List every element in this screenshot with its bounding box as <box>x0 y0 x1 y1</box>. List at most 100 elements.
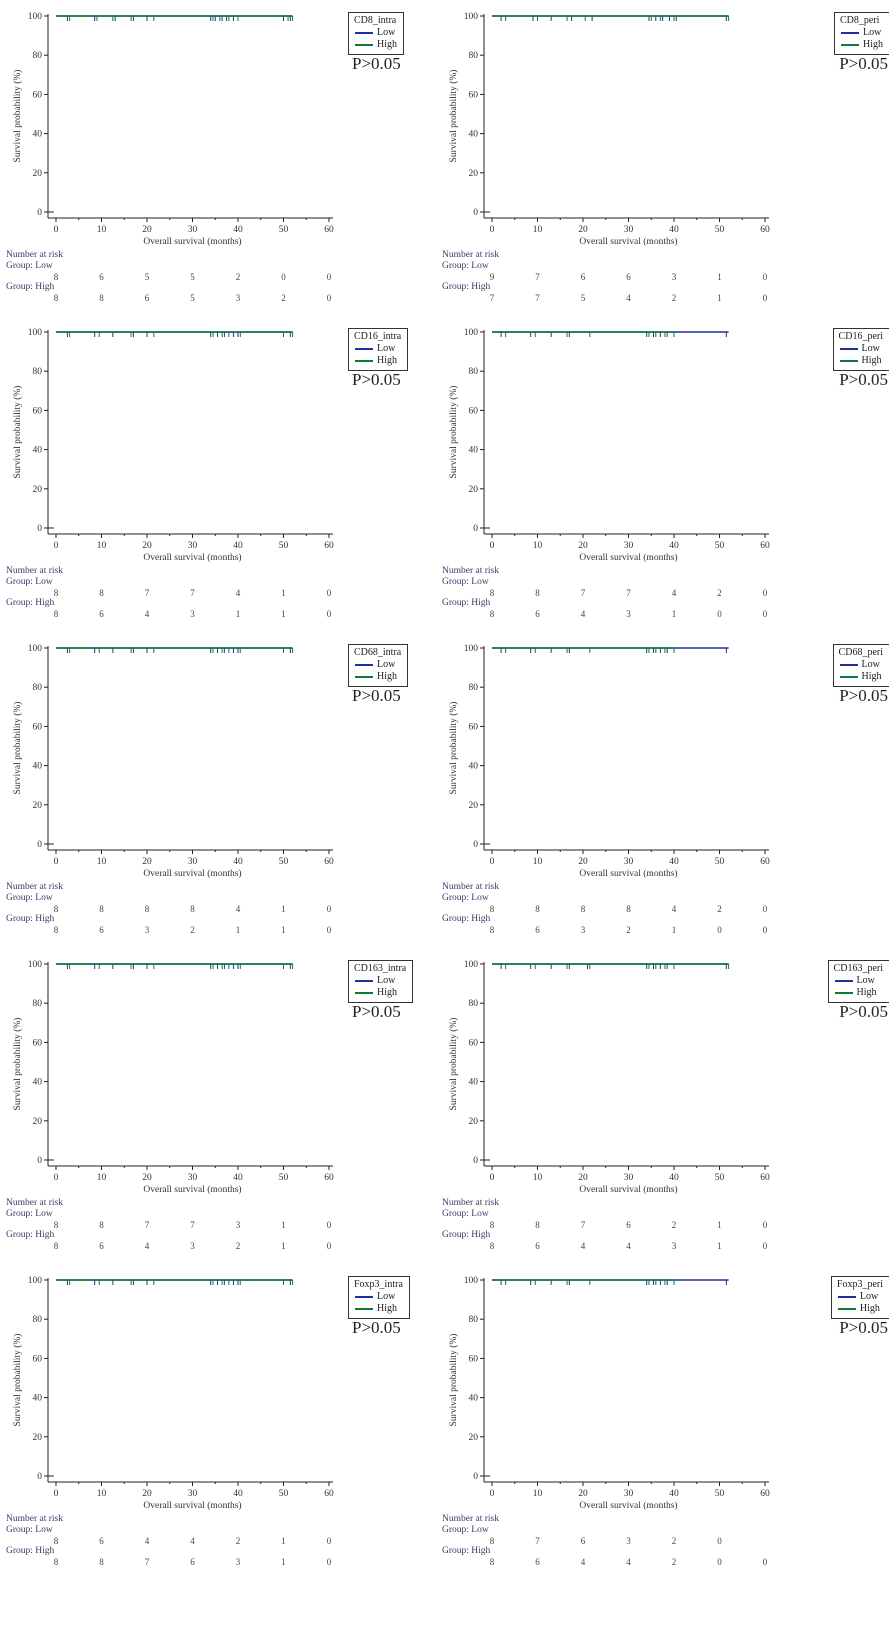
legend-label: Low <box>861 659 880 670</box>
risk-count-high: 1 <box>281 1557 286 1567</box>
y-tick-label: 100 <box>28 644 43 654</box>
legend-entry-high: High <box>834 987 883 999</box>
risk-count-low: 8 <box>54 1220 59 1230</box>
risk-count-low: 2 <box>717 588 722 598</box>
legend-label: Low <box>377 975 396 986</box>
risk-count-high: 7 <box>535 293 540 303</box>
risk-count-high: 4 <box>626 1241 631 1251</box>
x-tick-label: 10 <box>97 225 107 235</box>
risk-group-low-label: Group: Low <box>442 1209 489 1219</box>
x-tick-label: 10 <box>533 541 543 551</box>
x-tick-label: 50 <box>279 857 289 867</box>
risk-count-high: 3 <box>190 1241 195 1251</box>
legend-swatch <box>839 359 858 362</box>
x-tick-label: 20 <box>578 225 588 235</box>
legend-swatch <box>355 1295 373 1298</box>
p-value-label: P>0.05 <box>839 686 888 705</box>
risk-count-low: 6 <box>626 1220 631 1230</box>
legend-entry-low: Low <box>840 27 883 39</box>
risk-count-high: 4 <box>581 1557 586 1567</box>
legend-title: CD68_intra <box>354 647 402 658</box>
risk-group-high-label: Group: High <box>6 1546 55 1556</box>
risk-count-low: 8 <box>490 904 495 914</box>
y-tick-label: 20 <box>469 1433 479 1443</box>
legend-entry-low: Low <box>354 1291 403 1303</box>
x-tick-label: 30 <box>188 541 198 551</box>
x-tick-label: 60 <box>324 1173 334 1183</box>
risk-group-high-label: Group: High <box>6 598 55 608</box>
y-tick-label: 100 <box>464 12 479 22</box>
x-tick-label: 0 <box>54 1173 59 1183</box>
risk-group-low-label: Group: Low <box>442 577 489 587</box>
risk-count-high: 0 <box>763 293 768 303</box>
y-tick-label: 0 <box>473 524 478 534</box>
risk-count-low: 6 <box>99 1536 104 1546</box>
risk-count-high: 1 <box>717 1241 722 1251</box>
x-tick-label: 50 <box>715 857 725 867</box>
legend: CD163_peri Low High <box>827 960 889 1003</box>
risk-count-low: 2 <box>236 1536 241 1546</box>
y-tick-label: 40 <box>469 130 479 140</box>
y-tick-label: 0 <box>37 208 42 218</box>
risk-header: Number at risk <box>6 250 63 260</box>
risk-count-low: 7 <box>535 272 540 282</box>
legend-label: Low <box>859 1291 879 1302</box>
y-axis-title: Survival probability (%) <box>12 70 23 163</box>
x-axis-title: Overall survival (months) <box>579 868 677 879</box>
risk-group-low-label: Group: Low <box>442 893 489 903</box>
risk-count-high: 0 <box>327 1557 332 1567</box>
y-tick-label: 20 <box>469 1117 479 1127</box>
risk-count-low: 7 <box>145 588 150 598</box>
legend-label: Low <box>377 1291 396 1302</box>
y-tick-label: 20 <box>469 801 479 811</box>
legend-swatch <box>355 663 373 666</box>
risk-count-low: 6 <box>99 272 104 282</box>
legend-entry-high: High <box>839 671 883 683</box>
x-tick-label: 30 <box>188 1173 198 1183</box>
risk-count-low: 8 <box>535 588 540 598</box>
x-tick-label: 50 <box>279 541 289 551</box>
p-value-label: P>0.05 <box>352 1318 401 1337</box>
km-panel: 0 20 40 60 80 100 0 10 20 30 40 50 60 Overall surviva… <box>6 4 446 324</box>
km-panel: 0 20 40 60 80 100 0 10 20 30 40 50 60 Overall surviva… <box>442 1268 889 1588</box>
x-axis-title: Overall survival (months) <box>143 1184 241 1195</box>
risk-count-high: 0 <box>763 1241 768 1251</box>
legend: CD8_peri Low High <box>834 12 889 55</box>
risk-count-low: 7 <box>581 588 586 598</box>
risk-count-low: 8 <box>99 904 104 914</box>
x-tick-label: 40 <box>669 541 679 551</box>
legend-swatch <box>834 991 853 994</box>
risk-count-low: 4 <box>145 1536 150 1546</box>
risk-count-high: 0 <box>763 1557 768 1567</box>
risk-count-high: 6 <box>145 293 150 303</box>
legend: CD16_peri Low High <box>832 328 889 371</box>
risk-count-high: 1 <box>717 293 722 303</box>
x-tick-label: 20 <box>578 541 588 551</box>
risk-group-high-label: Group: High <box>442 1230 491 1240</box>
risk-count-high: 7 <box>145 1557 150 1567</box>
x-tick-label: 40 <box>233 1173 243 1183</box>
legend-label: High <box>861 671 882 682</box>
risk-count-high: 3 <box>626 609 631 619</box>
risk-count-low: 0 <box>763 1220 768 1230</box>
risk-count-low: 9 <box>490 272 495 282</box>
x-tick-label: 0 <box>490 1489 495 1499</box>
km-panel: 0 20 40 60 80 100 0 10 20 30 40 50 60 Overall surviva… <box>442 952 889 1272</box>
y-tick-label: 60 <box>469 1038 479 1048</box>
risk-count-high: 1 <box>672 609 677 619</box>
y-tick-label: 60 <box>469 1354 479 1364</box>
x-tick-label: 40 <box>669 225 679 235</box>
risk-count-high: 2 <box>626 925 631 935</box>
legend-entry-low: Low <box>839 343 883 355</box>
risk-group-high-label: Group: High <box>442 914 491 924</box>
legend-entry-high: High <box>354 1303 403 1315</box>
y-tick-label: 60 <box>469 722 479 732</box>
risk-count-low: 6 <box>626 272 631 282</box>
risk-count-high: 0 <box>717 925 722 935</box>
y-tick-label: 20 <box>469 485 479 495</box>
risk-count-low: 7 <box>626 588 631 598</box>
legend-entry-high: High <box>354 987 406 999</box>
x-tick-label: 40 <box>233 541 243 551</box>
risk-count-low: 2 <box>236 272 241 282</box>
risk-count-high: 1 <box>281 1241 286 1251</box>
